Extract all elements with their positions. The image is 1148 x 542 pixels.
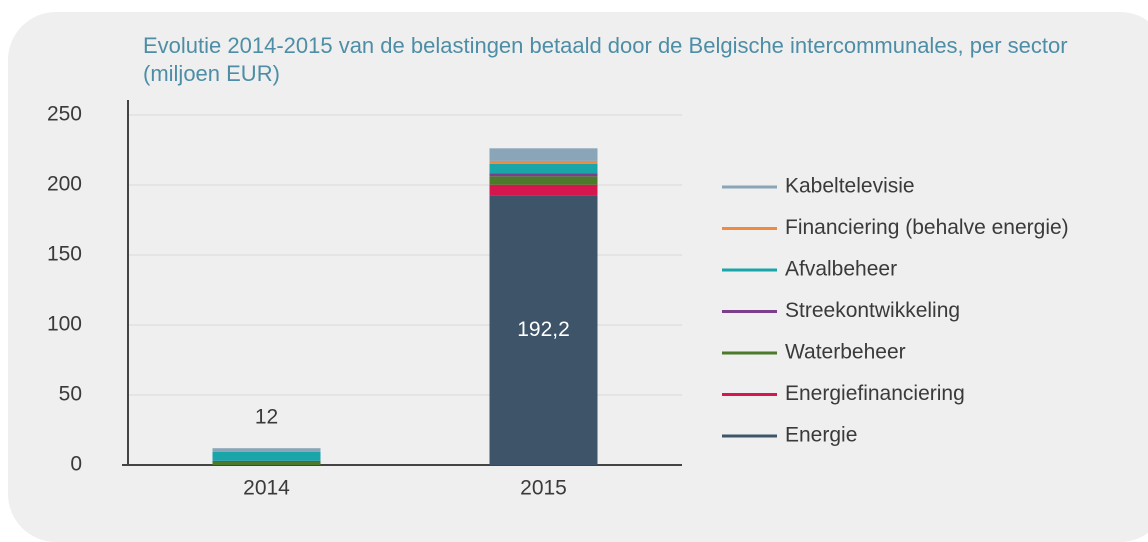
chart: 0 50 100 150 200 250 2014 12 2015 192,2 Energie Ene…: [47, 100, 1069, 500]
bar-segment: [489, 173, 598, 177]
legend-label: Afvalbeheer: [785, 258, 897, 281]
legend-label: Streekontwikkeling: [785, 299, 960, 322]
bar-segment: [489, 195, 598, 466]
bar-segment: [212, 451, 321, 452]
bar-segment: [489, 160, 598, 164]
bar-segment: [212, 448, 321, 451]
bar-segment: [489, 176, 598, 185]
x-tick-label: 2014: [243, 477, 290, 500]
total-label: 12: [255, 406, 278, 429]
legend-label: Energie: [785, 424, 857, 447]
legend-label: Financiering (behalve energie): [785, 216, 1069, 239]
y-tick-label: 150: [47, 243, 82, 266]
y-tick-label: 250: [47, 103, 82, 126]
x-tick-label: 2015: [520, 477, 567, 500]
chart-title: Evolutie 2014-2015 van de belastingen be…: [143, 33, 1068, 86]
data-label: 192,2: [517, 318, 570, 341]
y-tick-label: 50: [59, 383, 82, 406]
y-tick-label: 200: [47, 173, 82, 196]
bar-segment: [212, 461, 321, 465]
bar-segment: [489, 148, 598, 161]
legend-label: Kabeltelevisie: [785, 175, 915, 198]
bar-segment: [212, 451, 321, 461]
legend-label: Energiefinanciering: [785, 382, 965, 405]
bar-segment: [489, 184, 598, 196]
y-tick-label: 100: [47, 313, 82, 336]
bar-segment: [212, 460, 321, 462]
bar-segment: [489, 163, 598, 174]
page: Evolutie 2014-2015 van de belastingen be…: [8, 12, 1148, 542]
legend-label: Waterbeheer: [785, 341, 906, 364]
y-tick-label: 0: [70, 453, 82, 476]
